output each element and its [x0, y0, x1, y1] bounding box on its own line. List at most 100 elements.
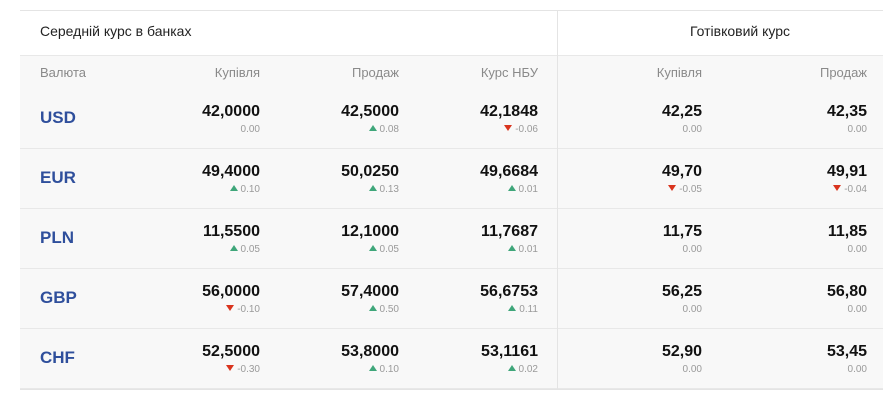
rate-change-text: -0.30 [237, 364, 260, 375]
rate-change: 0.50 [341, 304, 399, 316]
arrow-up-icon [368, 245, 377, 252]
currency-link-usd[interactable]: USD [40, 108, 76, 127]
rate-change-text: 0.00 [682, 364, 702, 375]
column-sell: Продаж [351, 65, 399, 80]
currency-link-gbp[interactable]: GBP [40, 288, 77, 307]
rate-change-text: 0.00 [682, 244, 702, 255]
arrow-up-icon [507, 185, 516, 192]
rate-change-text: 0.00 [847, 304, 867, 315]
rate-value: 52,5000 [202, 343, 260, 360]
rate-cell-sell: 50,0250 0.13 [341, 163, 399, 196]
rate-change-text: 0.13 [379, 184, 399, 195]
currency-link-chf[interactable]: CHF [40, 348, 75, 367]
rate-change-text: -0.04 [844, 184, 867, 195]
rate-change-text: 0.00 [847, 364, 867, 375]
rate-change-text: 0.01 [518, 244, 538, 255]
rate-change: -0.05 [662, 184, 702, 196]
rate-change-text: 0.50 [379, 304, 399, 315]
table-row: EUR 49,4000 0.10 50,0250 0.13 49,6684 0.01 49,7… [20, 149, 883, 209]
rate-change-text: 0.00 [847, 124, 867, 135]
arrow-up-icon [507, 245, 516, 252]
arrow-up-icon [229, 185, 238, 192]
rate-change: 0.10 [202, 184, 260, 196]
rate-cell-buy: 11,5500 0.05 [203, 223, 260, 256]
rate-change-text: -0.06 [515, 124, 538, 135]
table-row: USD 42,0000 0.00 42,5000 0.08 42,1848 -0.06 42,… [20, 89, 883, 149]
rate-change: 0.10 [341, 364, 399, 376]
arrow-up-icon [368, 305, 377, 312]
rate-change-text: 0.10 [379, 364, 399, 375]
arrow-down-icon [226, 305, 235, 312]
column-nbu: Курс НБУ [480, 65, 538, 80]
rate-value: 53,8000 [341, 343, 399, 360]
rate-change: 0.00 [827, 364, 867, 376]
rate-change: 0.01 [480, 184, 538, 196]
rate-change: 0.08 [341, 124, 399, 136]
rate-change: -0.06 [480, 124, 538, 136]
rate-value: 52,90 [661, 343, 702, 360]
rate-cell-cash-buy: 11,75 0.00 [663, 223, 702, 256]
currency-link-pln[interactable]: PLN [40, 228, 74, 247]
rate-value: 49,91 [826, 163, 867, 180]
cash-rate-title: Готівковий курс [690, 23, 791, 39]
rate-value: 50,0250 [341, 163, 399, 180]
rate-cell-cash-sell: 56,80 0.00 [827, 283, 867, 316]
rate-cell-buy: 52,5000 -0.30 [202, 343, 260, 376]
rate-cell-sell: 42,5000 0.08 [341, 103, 399, 136]
rate-change: 0.00 [827, 124, 867, 136]
rate-cell-cash-buy: 56,25 0.00 [662, 283, 702, 316]
rate-cell-buy: 42,0000 0.00 [202, 103, 260, 136]
rate-change-text: 0.00 [682, 124, 702, 135]
table-header: Середній курс в банках Готівковий курс [20, 10, 883, 55]
rate-change-text: 0.00 [240, 124, 260, 135]
rate-cell-sell: 57,4000 0.50 [341, 283, 399, 316]
rate-cell-cash-buy: 42,25 0.00 [662, 103, 702, 136]
column-buy: Купівля [214, 65, 260, 80]
column-currency: Валюта [40, 65, 86, 80]
rate-change-text: 0.10 [240, 184, 260, 195]
table-row: CHF 52,5000 -0.30 53,8000 0.10 53,1161 0.02 52,… [20, 329, 883, 389]
currency-link-eur[interactable]: EUR [40, 168, 76, 187]
arrow-down-icon [833, 185, 842, 192]
rate-value: 49,70 [661, 163, 702, 180]
rate-cell-nbu: 42,1848 -0.06 [480, 103, 538, 136]
rate-cell-cash-sell: 42,35 0.00 [827, 103, 867, 136]
rate-change: 0.00 [827, 304, 867, 316]
rate-cell-cash-sell: 53,45 0.00 [827, 343, 867, 376]
rate-change-text: -0.10 [237, 304, 260, 315]
rate-change: -0.30 [202, 364, 260, 376]
rate-value: 56,0000 [202, 283, 260, 300]
rate-value: 53,1161 [481, 343, 538, 360]
rate-cell-nbu: 53,1161 0.02 [481, 343, 538, 376]
rate-value: 11,7687 [481, 223, 538, 240]
arrow-up-icon [229, 245, 238, 252]
rate-change: 0.00 [663, 244, 702, 256]
rate-cell-nbu: 49,6684 0.01 [480, 163, 538, 196]
table-row: PLN 11,5500 0.05 12,1000 0.05 11,7687 0.01 11,7… [20, 209, 883, 269]
rate-change-text: 0.05 [240, 244, 260, 255]
rate-value: 49,6684 [480, 163, 538, 180]
column-divider [557, 10, 558, 390]
rate-change-text: -0.05 [679, 184, 702, 195]
rate-cell-cash-buy: 52,90 0.00 [662, 343, 702, 376]
rate-change: 0.00 [662, 364, 702, 376]
rate-change-text: 0.02 [518, 364, 538, 375]
rate-cell-buy: 49,4000 0.10 [202, 163, 260, 196]
column-cash-sell: Продаж [819, 65, 867, 80]
rate-change: -0.04 [827, 184, 867, 196]
rate-value: 11,5500 [203, 223, 260, 240]
arrow-up-icon [368, 185, 377, 192]
table-bottom-border [20, 389, 883, 390]
rate-change: 0.05 [203, 244, 260, 256]
rate-value: 11,75 [662, 223, 702, 240]
rate-change: 0.05 [341, 244, 399, 256]
rate-value: 42,1848 [480, 103, 538, 120]
rate-value: 42,35 [826, 103, 867, 120]
rate-cell-nbu: 56,6753 0.11 [480, 283, 538, 316]
rate-change-text: 0.11 [519, 304, 538, 315]
rate-value: 42,25 [661, 103, 702, 120]
arrow-down-icon [226, 365, 235, 372]
rate-change: 0.02 [481, 364, 538, 376]
rate-value: 49,4000 [202, 163, 260, 180]
